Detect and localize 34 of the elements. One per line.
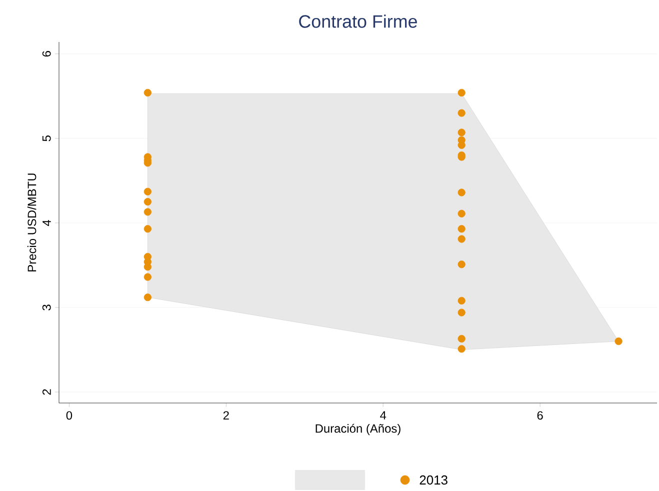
y-tick-label: 3 — [42, 304, 51, 310]
point — [458, 296, 466, 304]
x-axis-title: Duración (Años) — [316, 424, 400, 436]
point — [458, 210, 466, 218]
y-tick-label: 5 — [42, 136, 51, 142]
y-tick-label: 2 — [42, 389, 51, 395]
point — [144, 225, 152, 233]
point — [458, 334, 466, 343]
legend-label: 2013 — [420, 475, 448, 485]
chart-title: Contrato Firme — [299, 14, 417, 28]
point — [144, 188, 152, 196]
point — [458, 345, 466, 353]
point — [458, 260, 466, 268]
point — [458, 128, 466, 136]
x-tick-label: 4 — [380, 411, 386, 420]
x-tick-label: 2 — [223, 411, 229, 420]
y-tick-label: 4 — [42, 220, 51, 226]
point — [144, 208, 152, 216]
point — [144, 273, 152, 281]
x-tick-label: 6 — [537, 411, 543, 420]
point — [458, 308, 466, 316]
point — [458, 235, 466, 243]
point — [144, 263, 152, 271]
y-tick-label: 6 — [42, 51, 51, 57]
x-tick-label: 0 — [66, 411, 72, 420]
point — [144, 88, 152, 97]
point — [458, 109, 466, 117]
point — [144, 294, 152, 302]
point — [144, 198, 152, 206]
point — [614, 337, 622, 346]
point — [458, 188, 466, 196]
point — [458, 225, 466, 233]
point — [458, 88, 466, 97]
y-axis-title: Precio USD/MBTU — [27, 174, 36, 272]
